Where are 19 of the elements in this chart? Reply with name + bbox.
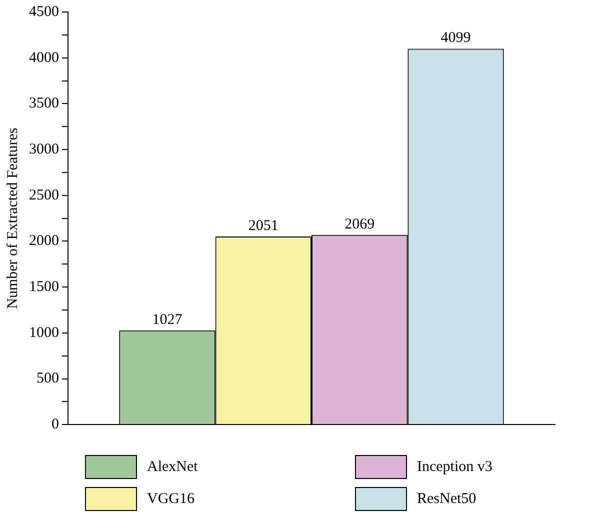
- y-tick-label: 4500: [29, 4, 59, 20]
- y-tick-label: 3000: [29, 141, 59, 158]
- data-label: 1027: [152, 312, 183, 328]
- legend-label: Inception v3: [417, 458, 492, 476]
- y-tick-label: 2000: [29, 233, 59, 250]
- y-tick-label: 1000: [29, 324, 59, 341]
- y-tick-label: 2500: [29, 187, 59, 204]
- data-label: 4099: [440, 30, 471, 46]
- y-tick-label: 3500: [29, 96, 59, 112]
- y-tick-label: 4000: [29, 50, 59, 66]
- data-label: 2069: [344, 216, 375, 232]
- y-tick-label: 500: [36, 370, 59, 387]
- data-label: 2051: [248, 218, 278, 234]
- y-tick-label: 0: [52, 416, 59, 433]
- legend-label: VGG16: [147, 490, 194, 508]
- y-axis-title: Number of Extracted Features: [4, 128, 21, 309]
- y-tick-label: 1500: [29, 279, 59, 296]
- legend-label: AlexNet: [147, 458, 198, 476]
- legend-label: ResNet50: [417, 490, 476, 508]
